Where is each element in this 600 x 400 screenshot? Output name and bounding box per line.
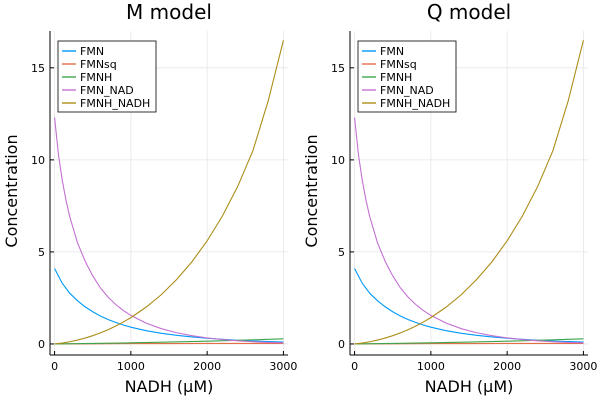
series-line-fmnh-nadh xyxy=(354,40,584,345)
series-line-fmnh xyxy=(54,338,284,345)
y-tick-label: 10 xyxy=(331,154,345,167)
legend-entry: FMN_NAD xyxy=(380,84,434,97)
legend-entry: FMNsq xyxy=(80,58,117,71)
x-tick-label: 2000 xyxy=(193,360,221,373)
m-model-panel: M model NADH (μM) Concentration 0 1000 200… xyxy=(2,0,297,396)
panel-title: Q model xyxy=(427,0,511,24)
legend-entry: FMN_NAD xyxy=(80,84,134,97)
q-model-panel: Q model NADH (μM) Concentration 0 1000 200… xyxy=(302,0,597,396)
y-axis-label: Concentration xyxy=(302,134,321,247)
x-tick-label: 3000 xyxy=(569,360,597,373)
legend-entry: FMN xyxy=(380,45,404,58)
series-line-fmn-nad xyxy=(354,117,584,344)
x-tick-label: 1000 xyxy=(117,360,145,373)
series-line-fmnh-nadh xyxy=(54,40,284,345)
y-tick-label: 15 xyxy=(331,62,345,75)
x-axis-label: NADH (μM) xyxy=(125,377,214,396)
legend-entry: FMNH xyxy=(80,71,112,84)
y-axis-label: Concentration xyxy=(2,134,21,247)
panel-title: M model xyxy=(126,0,212,24)
series-line-fmnh xyxy=(354,338,584,345)
y-tick-label: 15 xyxy=(31,62,45,75)
x-tick-label: 0 xyxy=(351,360,358,373)
x-tick-label: 0 xyxy=(51,360,58,373)
series-line-fmn-nad xyxy=(54,117,284,344)
y-tick-label: 0 xyxy=(338,338,345,351)
y-tick-label: 10 xyxy=(31,154,45,167)
x-tick-label: 2000 xyxy=(493,360,521,373)
series-group xyxy=(54,40,284,345)
legend-entry: FMNH xyxy=(380,71,412,84)
legend-entry: FMNsq xyxy=(380,58,417,71)
y-tick-label: 0 xyxy=(38,338,45,351)
x-tick-label: 3000 xyxy=(269,360,297,373)
legend-entry: FMNH_NADH xyxy=(80,97,150,110)
legend-entry: FMNH_NADH xyxy=(380,97,450,110)
x-tick-label: 1000 xyxy=(417,360,445,373)
series-group xyxy=(354,40,584,345)
y-tick-label: 5 xyxy=(338,246,345,259)
y-tick-label: 5 xyxy=(38,246,45,259)
legend-entry: FMN xyxy=(80,45,104,58)
x-axis-label: NADH (μM) xyxy=(425,377,514,396)
